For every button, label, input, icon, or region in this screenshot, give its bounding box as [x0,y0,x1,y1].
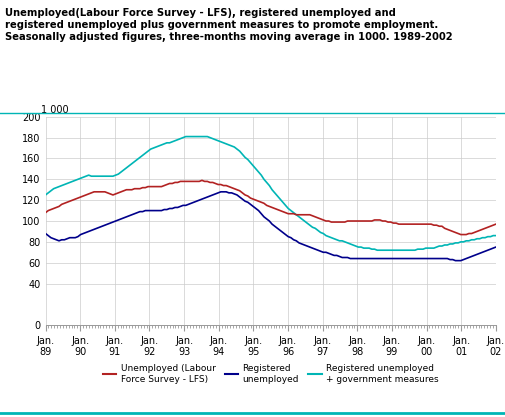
Legend: Unemployed (Labour
Force Survey - LFS), Registered
unemployed, Registered unempl: Unemployed (Labour Force Survey - LFS), … [99,361,441,387]
Text: 1 000: 1 000 [41,105,69,115]
Text: Unemployed(Labour Force Survey - LFS), registered unemployed and
registered unem: Unemployed(Labour Force Survey - LFS), r… [5,8,452,42]
